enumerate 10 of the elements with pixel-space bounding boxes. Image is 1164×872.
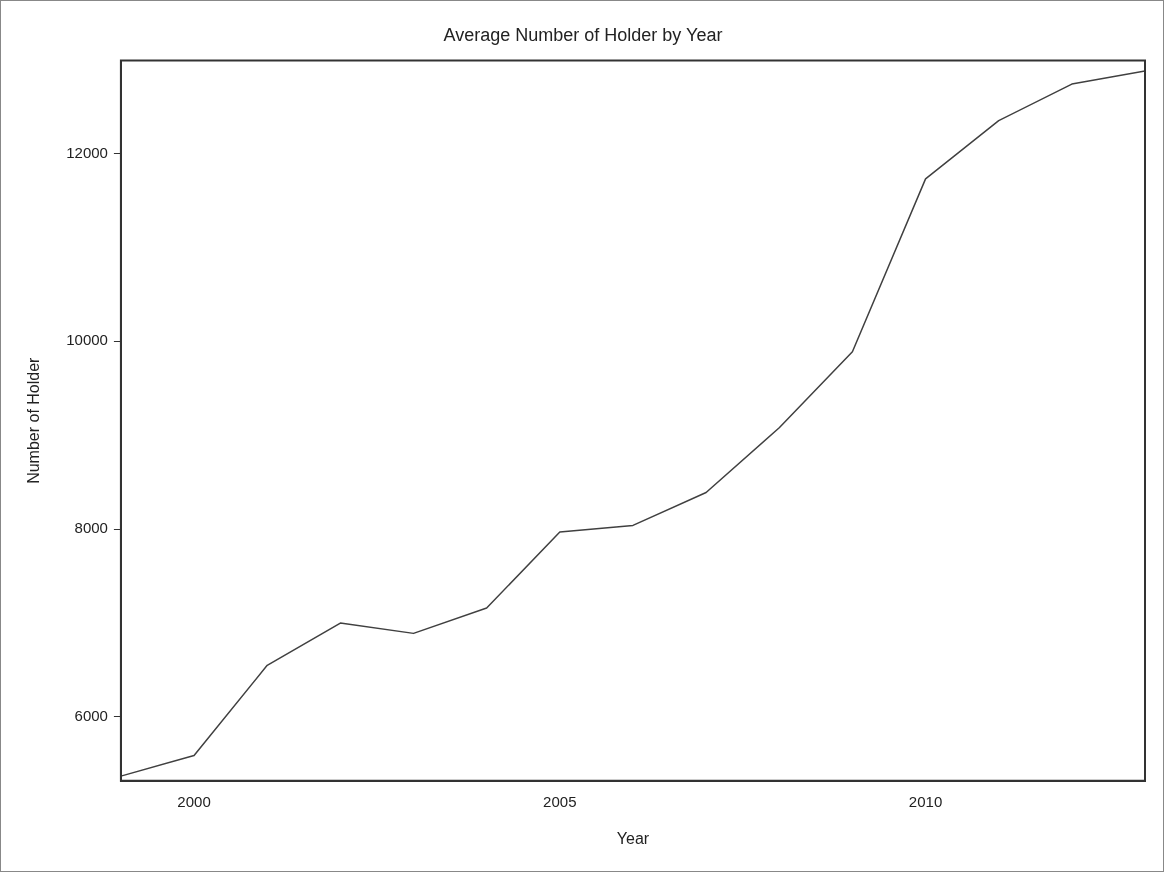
x-tick-label: 2005 xyxy=(543,792,577,810)
x-axis-title: Year xyxy=(616,829,650,847)
x-tick-label: 2010 xyxy=(908,792,943,810)
y-tick-label: 12000 xyxy=(66,143,108,161)
y-tick-label: 6000 xyxy=(74,707,108,725)
chart-title: Average Number of Holder by Year xyxy=(443,24,723,45)
x-tick-label: 2000 xyxy=(177,792,211,810)
y-tick-label: 10000 xyxy=(66,331,108,349)
y-axis-title: Number of Holder xyxy=(25,356,43,484)
y-tick-label: 8000 xyxy=(74,519,108,537)
